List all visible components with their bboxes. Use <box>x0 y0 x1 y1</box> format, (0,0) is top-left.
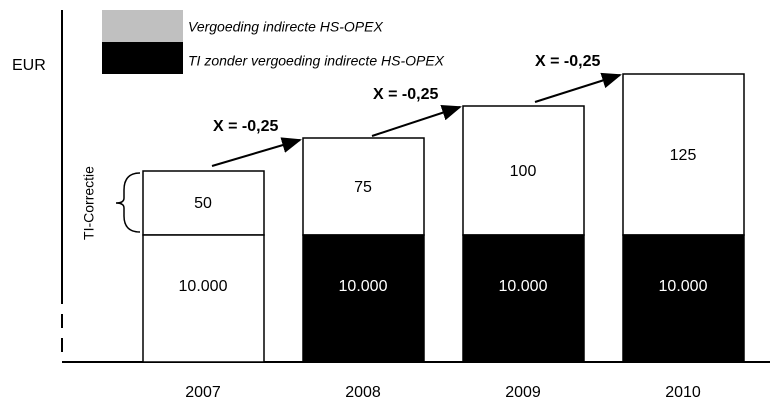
bracket-label: TI-Correctie <box>81 166 97 240</box>
bar-bottom <box>142 234 265 363</box>
category-label: 2008 <box>345 384 381 401</box>
arrow <box>534 72 622 103</box>
bar-bottom <box>302 234 425 363</box>
bar-top-label: 125 <box>670 147 697 164</box>
legend-swatch <box>102 10 183 42</box>
bracket <box>115 172 141 233</box>
bar-bottom-label: 10.000 <box>499 278 548 295</box>
legend-label: Vergoeding indirecte HS-OPEX <box>188 19 383 35</box>
annotation: X = -0,25 <box>535 53 600 70</box>
bar-top <box>462 105 585 236</box>
bar-bottom-label: 10.000 <box>659 278 708 295</box>
y-axis-label: EUR <box>12 57 46 74</box>
arrow <box>211 137 302 167</box>
legend-label: TI zonder vergoeding indirecte HS-OPEX <box>188 53 445 69</box>
arrow <box>371 105 462 137</box>
bar-top-label: 75 <box>354 179 372 196</box>
category-label: 2007 <box>185 384 221 401</box>
bar-bottom-label: 10.000 <box>339 278 388 295</box>
bar-bottom <box>622 234 745 363</box>
bar-top-label: 100 <box>510 163 537 180</box>
bar-top <box>142 170 265 236</box>
annotation: X = -0,25 <box>373 86 438 103</box>
category-label: 2009 <box>505 384 541 401</box>
bar-top-label: 50 <box>194 195 212 212</box>
annotation: X = -0,25 <box>213 118 278 135</box>
bar-bottom <box>462 234 585 363</box>
bar-bottom-label: 10.000 <box>179 278 228 295</box>
category-label: 2010 <box>665 384 701 401</box>
legend-swatch <box>102 42 183 74</box>
bar-top <box>622 73 745 236</box>
bar-top <box>302 137 425 236</box>
